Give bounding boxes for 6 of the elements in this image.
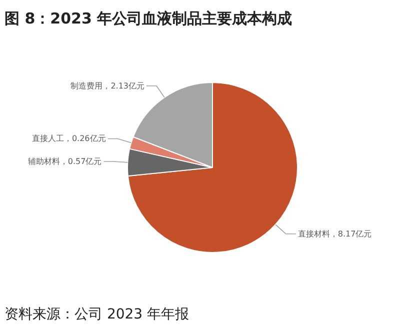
chart-title: 图 8：2023 年公司血液制品主要成本构成 — [4, 10, 292, 28]
slice-label: 直接材料，8.17亿元 — [298, 229, 372, 238]
text: 资料来源：公司 2023 年年报 — [4, 306, 190, 322]
slice-label: 制造费用，2.13亿元 — [70, 81, 144, 90]
slice-label: 直接人工，0.26亿元 — [32, 134, 106, 144]
slice-label: 辅助材料，0.57亿元 — [28, 156, 102, 166]
